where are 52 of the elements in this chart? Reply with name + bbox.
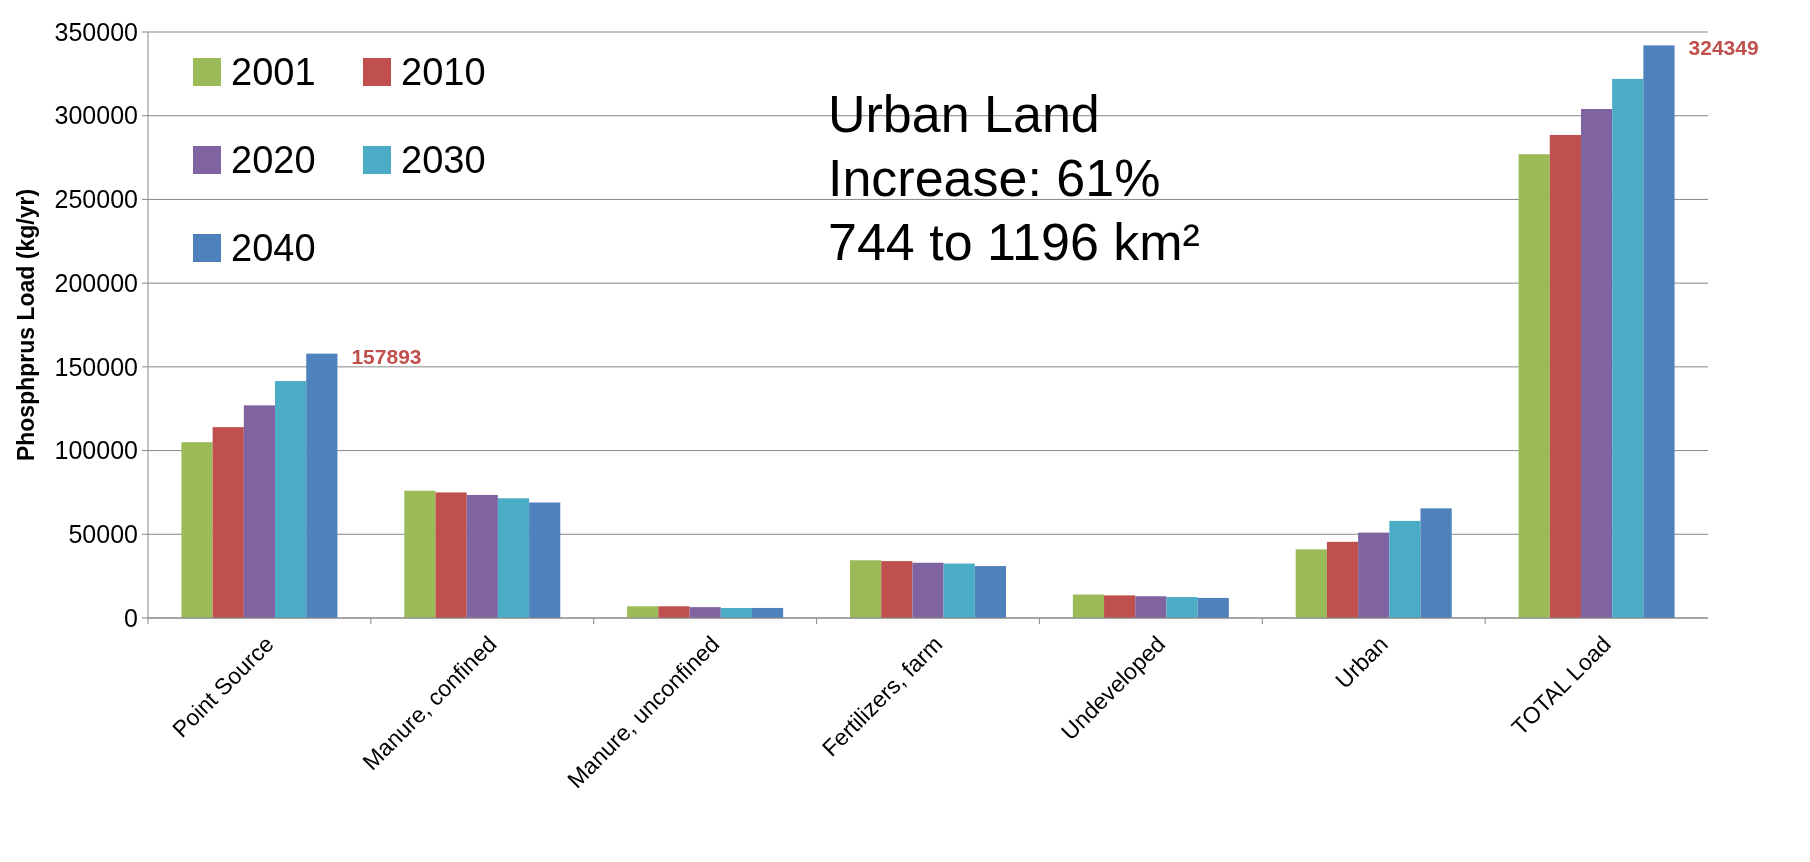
annotation: Urban Land xyxy=(828,85,1100,143)
legend-label: 2010 xyxy=(401,51,486,94)
bar xyxy=(850,560,882,618)
bar xyxy=(497,498,530,618)
bar xyxy=(1518,154,1550,618)
bar xyxy=(306,353,338,618)
bar xyxy=(1295,549,1327,618)
bar xyxy=(627,606,659,618)
bar xyxy=(881,561,913,618)
bar xyxy=(275,381,307,618)
bar xyxy=(243,405,276,618)
bar xyxy=(1549,134,1581,618)
bar xyxy=(1072,594,1105,618)
y-tick-label: 350000 xyxy=(54,17,138,46)
bar xyxy=(435,492,467,618)
y-tick-label: 50000 xyxy=(68,520,138,549)
bar xyxy=(974,566,1006,618)
y-tick-label: 250000 xyxy=(54,185,138,214)
legend-label: 2020 xyxy=(231,139,316,182)
bar xyxy=(1580,109,1613,618)
bar xyxy=(1104,595,1136,618)
bar xyxy=(212,427,244,618)
bar xyxy=(1135,596,1167,618)
bar xyxy=(404,490,436,618)
bar xyxy=(1197,597,1229,618)
bar xyxy=(1389,520,1421,618)
bar xyxy=(181,442,213,618)
bar xyxy=(943,563,975,618)
bar xyxy=(1420,508,1452,618)
y-tick-label: 200000 xyxy=(54,268,138,297)
y-axis-title: Phosphprus Load (kg/yr) xyxy=(13,188,39,462)
bar xyxy=(658,606,690,618)
legend-label: 2040 xyxy=(231,227,316,270)
annotation: 744 to 1196 km² xyxy=(828,213,1200,271)
bar xyxy=(912,562,944,618)
annotation: 157893 xyxy=(351,344,422,368)
bar xyxy=(466,494,498,618)
bar xyxy=(1326,541,1359,618)
legend-label: 2001 xyxy=(231,51,316,94)
annotation: 324349 xyxy=(1688,36,1759,60)
bar xyxy=(1358,532,1390,618)
y-tick-label: 0 xyxy=(124,603,138,632)
legend-label: 2030 xyxy=(401,139,486,182)
bar xyxy=(1612,78,1644,618)
annotation: Increase: 61% xyxy=(828,149,1161,207)
bar xyxy=(1166,597,1198,618)
y-tick-label: 100000 xyxy=(54,436,138,465)
y-tick-label: 150000 xyxy=(54,352,138,381)
bar xyxy=(529,502,561,618)
bar xyxy=(1643,45,1675,618)
bar xyxy=(689,607,721,618)
y-tick-label: 300000 xyxy=(54,101,138,130)
